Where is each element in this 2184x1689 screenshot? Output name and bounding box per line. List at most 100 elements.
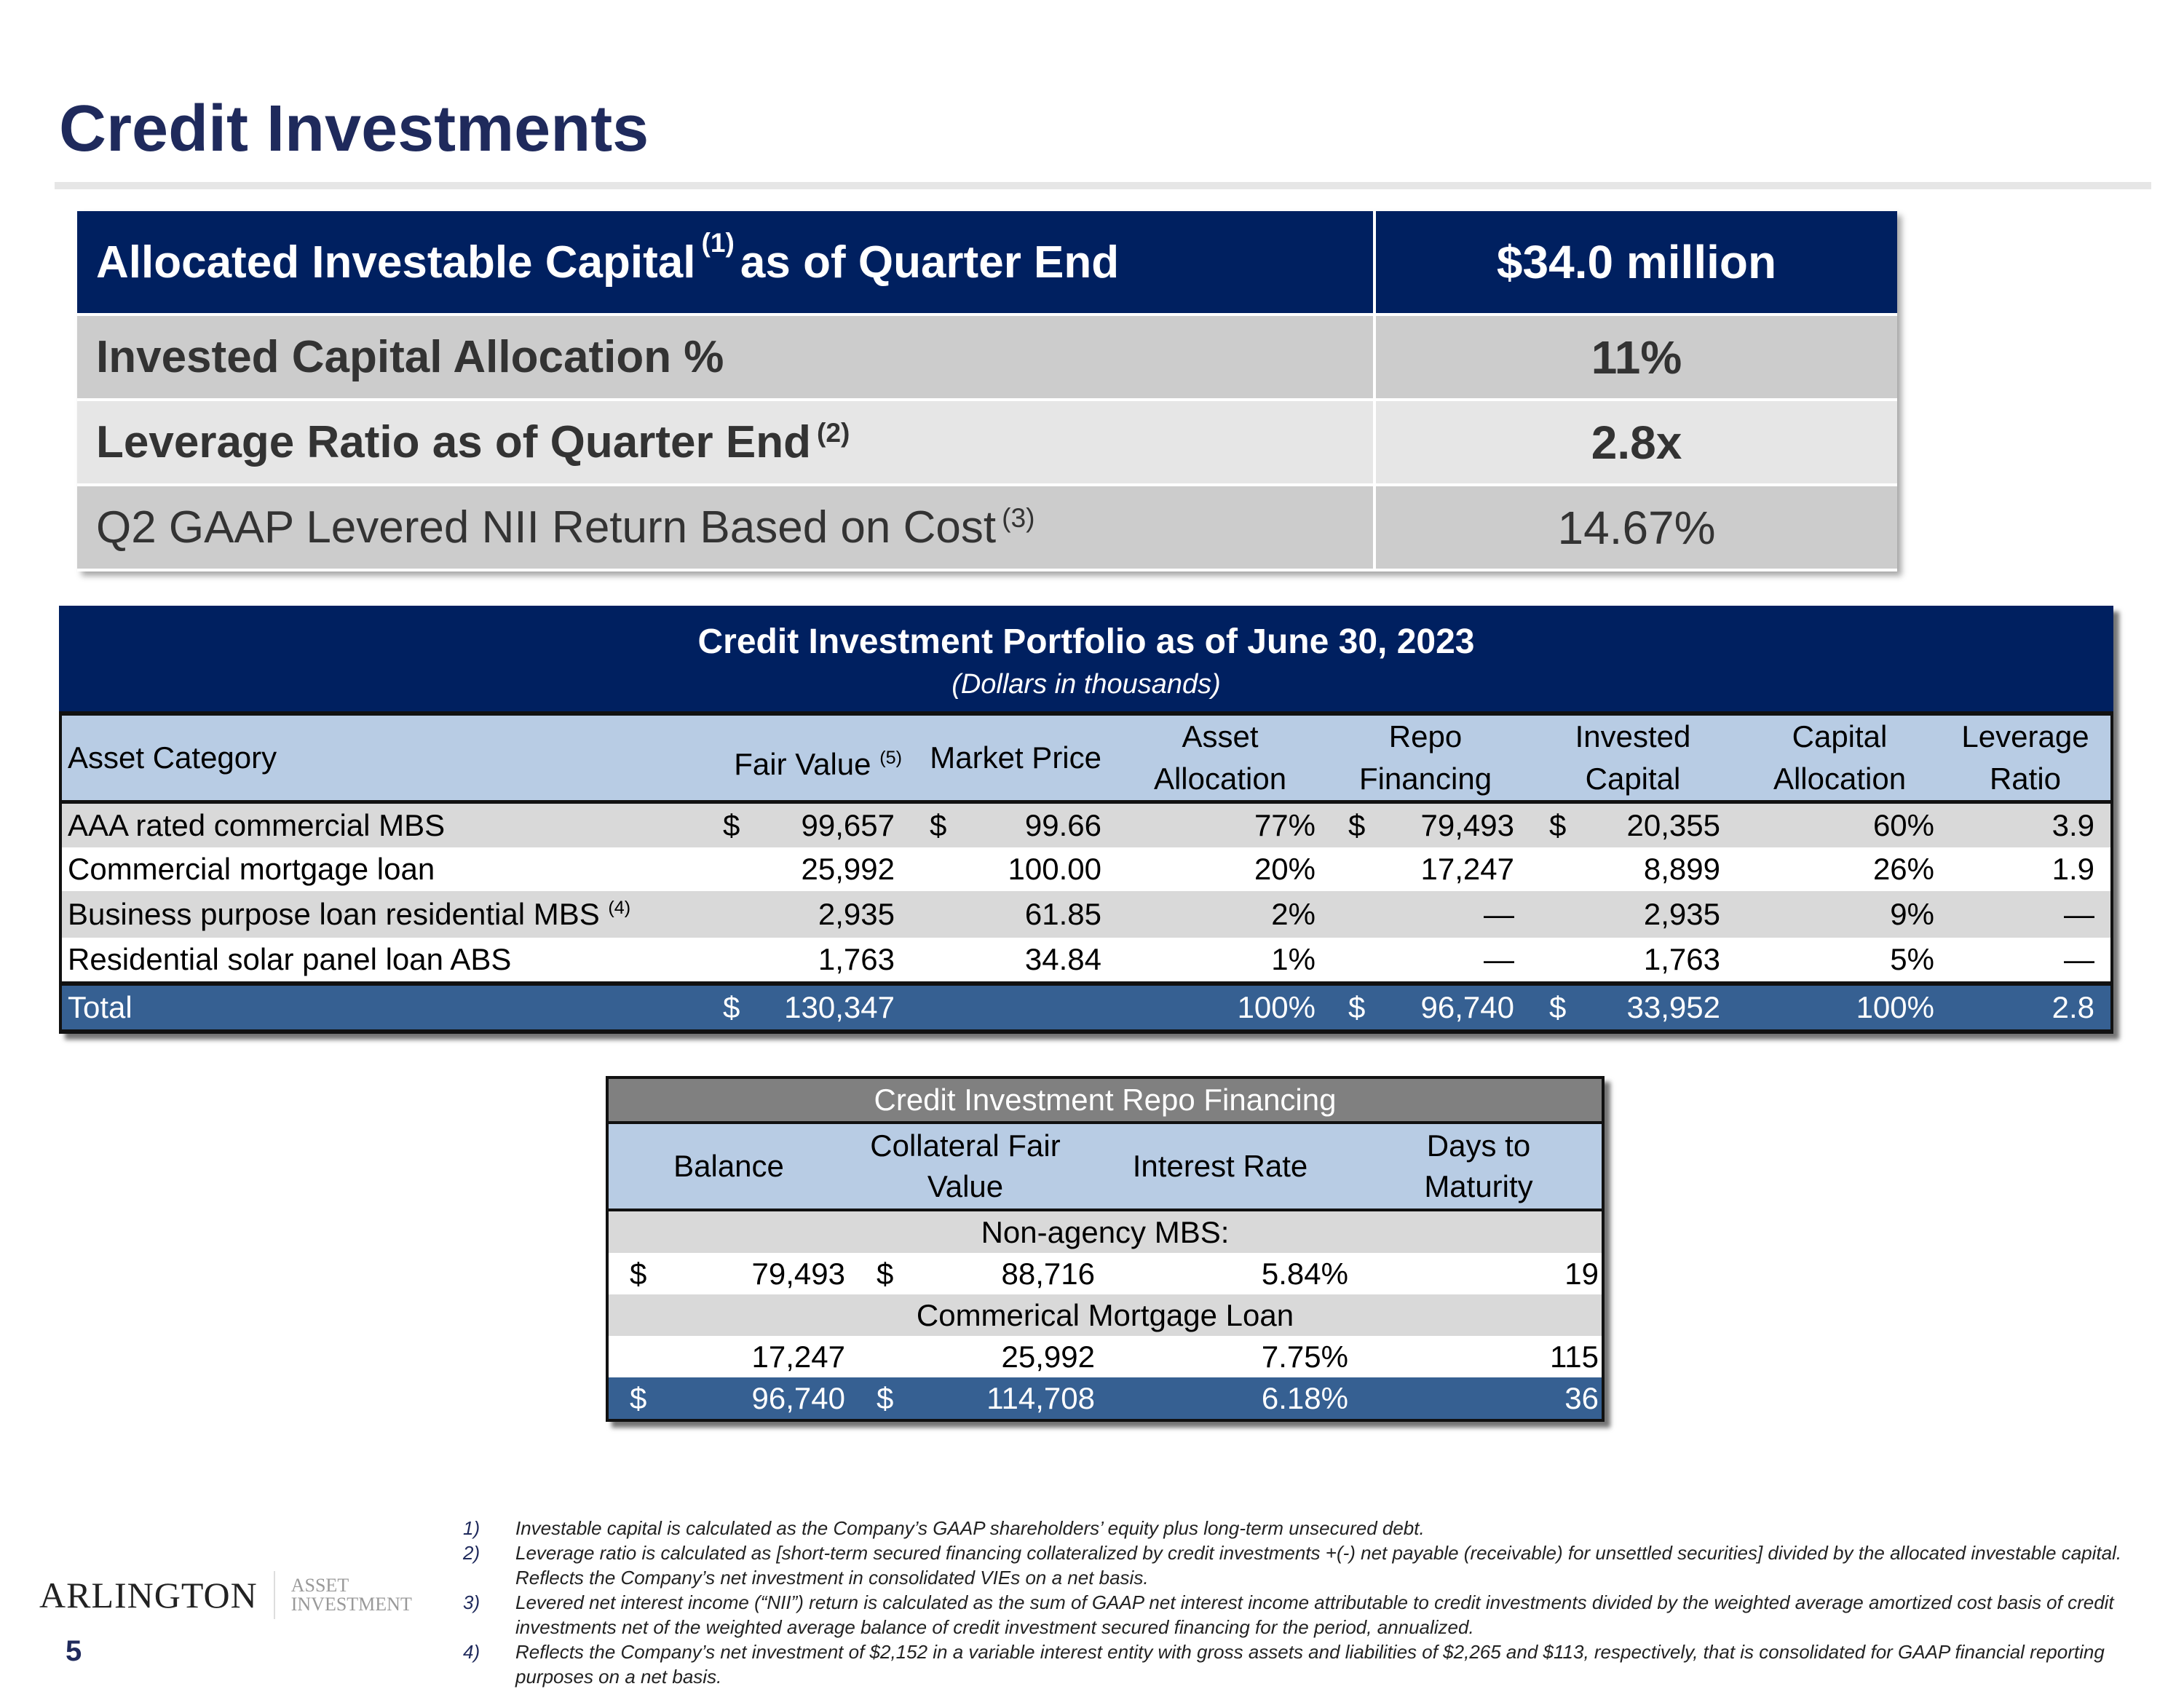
portfolio-subtitle: (Dollars in thousands) — [951, 669, 1221, 700]
header-invested-capital: Invested Capital — [1553, 716, 1713, 800]
category-text: Commercial mortgage loan — [68, 852, 435, 886]
footnotes: 1) Investable capital is calculated as th… — [463, 1516, 2123, 1689]
header-repo-financing: Repo Financing — [1345, 716, 1506, 800]
logo-subtitle: ASSET INVESTMENT — [291, 1576, 412, 1614]
footnote-ref: (2) — [816, 417, 850, 448]
header-text: Allocation — [1773, 762, 1907, 796]
asset-allocation-cell: 1% — [1271, 942, 1315, 976]
footnote-text: Leverage ratio is calculated as [short-t… — [515, 1542, 2122, 1589]
currency-symbol: $ — [1549, 808, 1567, 842]
repo-body: Non-agency MBS: $79,493 $88,716 5.84% 19 Comm… — [609, 1211, 1602, 1419]
collateral-cell: 25,992 — [1001, 1340, 1095, 1374]
summary-label: Leverage Ratio as of Quarter End (2) — [77, 401, 1376, 483]
header-text: Ratio — [1989, 762, 2062, 796]
collateral-cell: 114,708 — [986, 1381, 1095, 1415]
footnote-ref: (1) — [701, 227, 735, 258]
label-text: Allocated Investable Capital — [96, 237, 696, 288]
repo-section-label: Non-agency MBS: — [609, 1211, 1602, 1253]
leverage-ratio-cell: 1.9 — [2052, 852, 2094, 886]
label-text: Leverage Ratio as of Quarter End — [96, 417, 811, 467]
summary-value: $34.0 million — [1496, 236, 1777, 288]
summary-table: Allocated Investable Capital (1) as of Qu… — [77, 211, 1897, 571]
footnote-ref: (3) — [1002, 502, 1035, 533]
repo-row: 17,247 25,992 7.75% 115 — [609, 1336, 1602, 1377]
portfolio-row: AAA rated commercial MBS $99,657 $99.66 77%… — [62, 804, 2110, 847]
company-logo: ARLINGTON ASSET INVESTMENT — [39, 1571, 412, 1619]
header-interest-rate: Interest Rate — [1132, 1149, 1308, 1183]
category-cell: Residential solar panel loan ABS — [68, 938, 511, 981]
collateral-cell: 88,716 — [1001, 1257, 1095, 1291]
header-text: Financing — [1358, 762, 1492, 796]
logo-subtitle-line: ASSET — [290, 1575, 349, 1596]
footnote-text: Levered net interest income (“NII”) retu… — [515, 1591, 2114, 1638]
capital-allocation-cell: 60% — [1872, 808, 1934, 842]
footnote: 3) Levered net interest income (“NII”) re… — [463, 1590, 2123, 1639]
summary-row-nii-return: Q2 GAAP Levered NII Return Based on Cost… — [77, 486, 1897, 571]
category-cell: Commercial mortgage loan — [68, 847, 435, 891]
portfolio-title: Credit Investment Portfolio as of June 3… — [697, 622, 1475, 661]
label-text: as of Quarter End — [740, 237, 1120, 288]
category-text: AAA rated commercial MBS — [68, 808, 446, 842]
logo-divider — [273, 1571, 275, 1619]
currency-symbol: $ — [930, 808, 947, 842]
repo-total-row: $96,740 $114,708 6.18% 36 — [609, 1377, 1602, 1419]
category-text: Total — [68, 990, 132, 1024]
footnote: 2) Leverage ratio is calculated as [short… — [463, 1540, 2123, 1590]
header-market-price: Market Price — [930, 740, 1101, 775]
label-text: Q2 GAAP Levered NII Return Based on Cost — [96, 502, 997, 553]
asset-allocation-cell: 20% — [1254, 852, 1315, 886]
repo-row: $79,493 $88,716 5.84% 19 — [609, 1253, 1602, 1294]
currency-symbol: $ — [877, 1381, 894, 1415]
header-asset-category: Asset Category — [68, 740, 277, 775]
title-divider — [55, 182, 2151, 189]
balance-cell: 17,247 — [751, 1340, 845, 1374]
summary-label: Allocated Investable Capital (1) as of Qu… — [77, 211, 1376, 313]
leverage-ratio-cell: 3.9 — [2052, 808, 2094, 842]
portfolio-header-row: Asset Category Fair Value (5) Market Pri… — [62, 716, 2110, 804]
leverage-ratio-cell: 2.8 — [2052, 990, 2094, 1024]
category-cell: AAA rated commercial MBS — [68, 804, 445, 847]
days-to-maturity-cell: 115 — [1550, 1340, 1599, 1374]
header-text: Repo — [1388, 719, 1463, 753]
category-cell: Total — [68, 986, 132, 1029]
page-number: 5 — [66, 1635, 82, 1667]
invested-capital-cell: 20,355 — [1626, 808, 1720, 842]
fair-value-cell: 1,763 — [818, 942, 895, 976]
repo-title: Credit Investment Repo Financing — [609, 1079, 1602, 1124]
header-text: Fair Value — [734, 747, 880, 781]
repo-financing-cell: — — [1484, 942, 1514, 976]
header-leverage-ratio: Leverage Ratio — [1949, 716, 2102, 800]
header-text: Asset — [1182, 719, 1259, 753]
market-price-cell: 100.00 — [1008, 852, 1101, 886]
interest-rate-cell: 5.84% — [1261, 1257, 1348, 1291]
footnote-number: 3) — [463, 1591, 480, 1613]
capital-allocation-cell: 26% — [1872, 852, 1934, 886]
repo-section-label: Commerical Mortgage Loan — [609, 1294, 1602, 1336]
category-cell: Business purpose loan residential MBS (4… — [68, 891, 630, 938]
currency-symbol: $ — [630, 1381, 647, 1415]
header-text: Leverage — [1961, 719, 2089, 753]
interest-rate-cell: 6.18% — [1261, 1381, 1348, 1415]
footnote-number: 1) — [463, 1517, 480, 1539]
portfolio-total-row: Total $130,347 100% $96,740 $33,952 100% 2.8 — [62, 981, 2110, 1034]
footnote-number: 4) — [463, 1641, 480, 1663]
repo-financing-table: Credit Investment Repo Financing Balance… — [606, 1076, 1605, 1422]
fair-value-cell: 99,657 — [801, 808, 895, 842]
logo-subtitle-line: INVESTMENT — [290, 1594, 412, 1615]
header-collateral: Collateral Fair Value — [849, 1126, 1082, 1207]
currency-symbol: $ — [1348, 990, 1366, 1024]
days-to-maturity-cell: 36 — [1564, 1381, 1599, 1415]
page-title: Credit Investments — [59, 92, 649, 165]
repo-financing-cell: 79,493 — [1420, 808, 1514, 842]
portfolio-grid: Asset Category Fair Value (5) Market Pri… — [59, 716, 2113, 1034]
summary-value: 2.8x — [1591, 416, 1682, 469]
header-text: Allocation — [1153, 762, 1287, 796]
portfolio-row: Business purpose loan residential MBS (4… — [62, 891, 2110, 938]
market-price-cell: 61.85 — [1024, 897, 1101, 931]
category-text: Residential solar panel loan ABS — [68, 942, 512, 976]
footnote-number: 2) — [463, 1542, 480, 1564]
category-text: Business purpose loan residential MBS — [68, 897, 609, 931]
market-price-cell: 99.66 — [1024, 808, 1101, 842]
fair-value-cell: 25,992 — [801, 852, 895, 886]
portfolio-title-band: Credit Investment Portfolio as of June 3… — [59, 606, 2113, 716]
